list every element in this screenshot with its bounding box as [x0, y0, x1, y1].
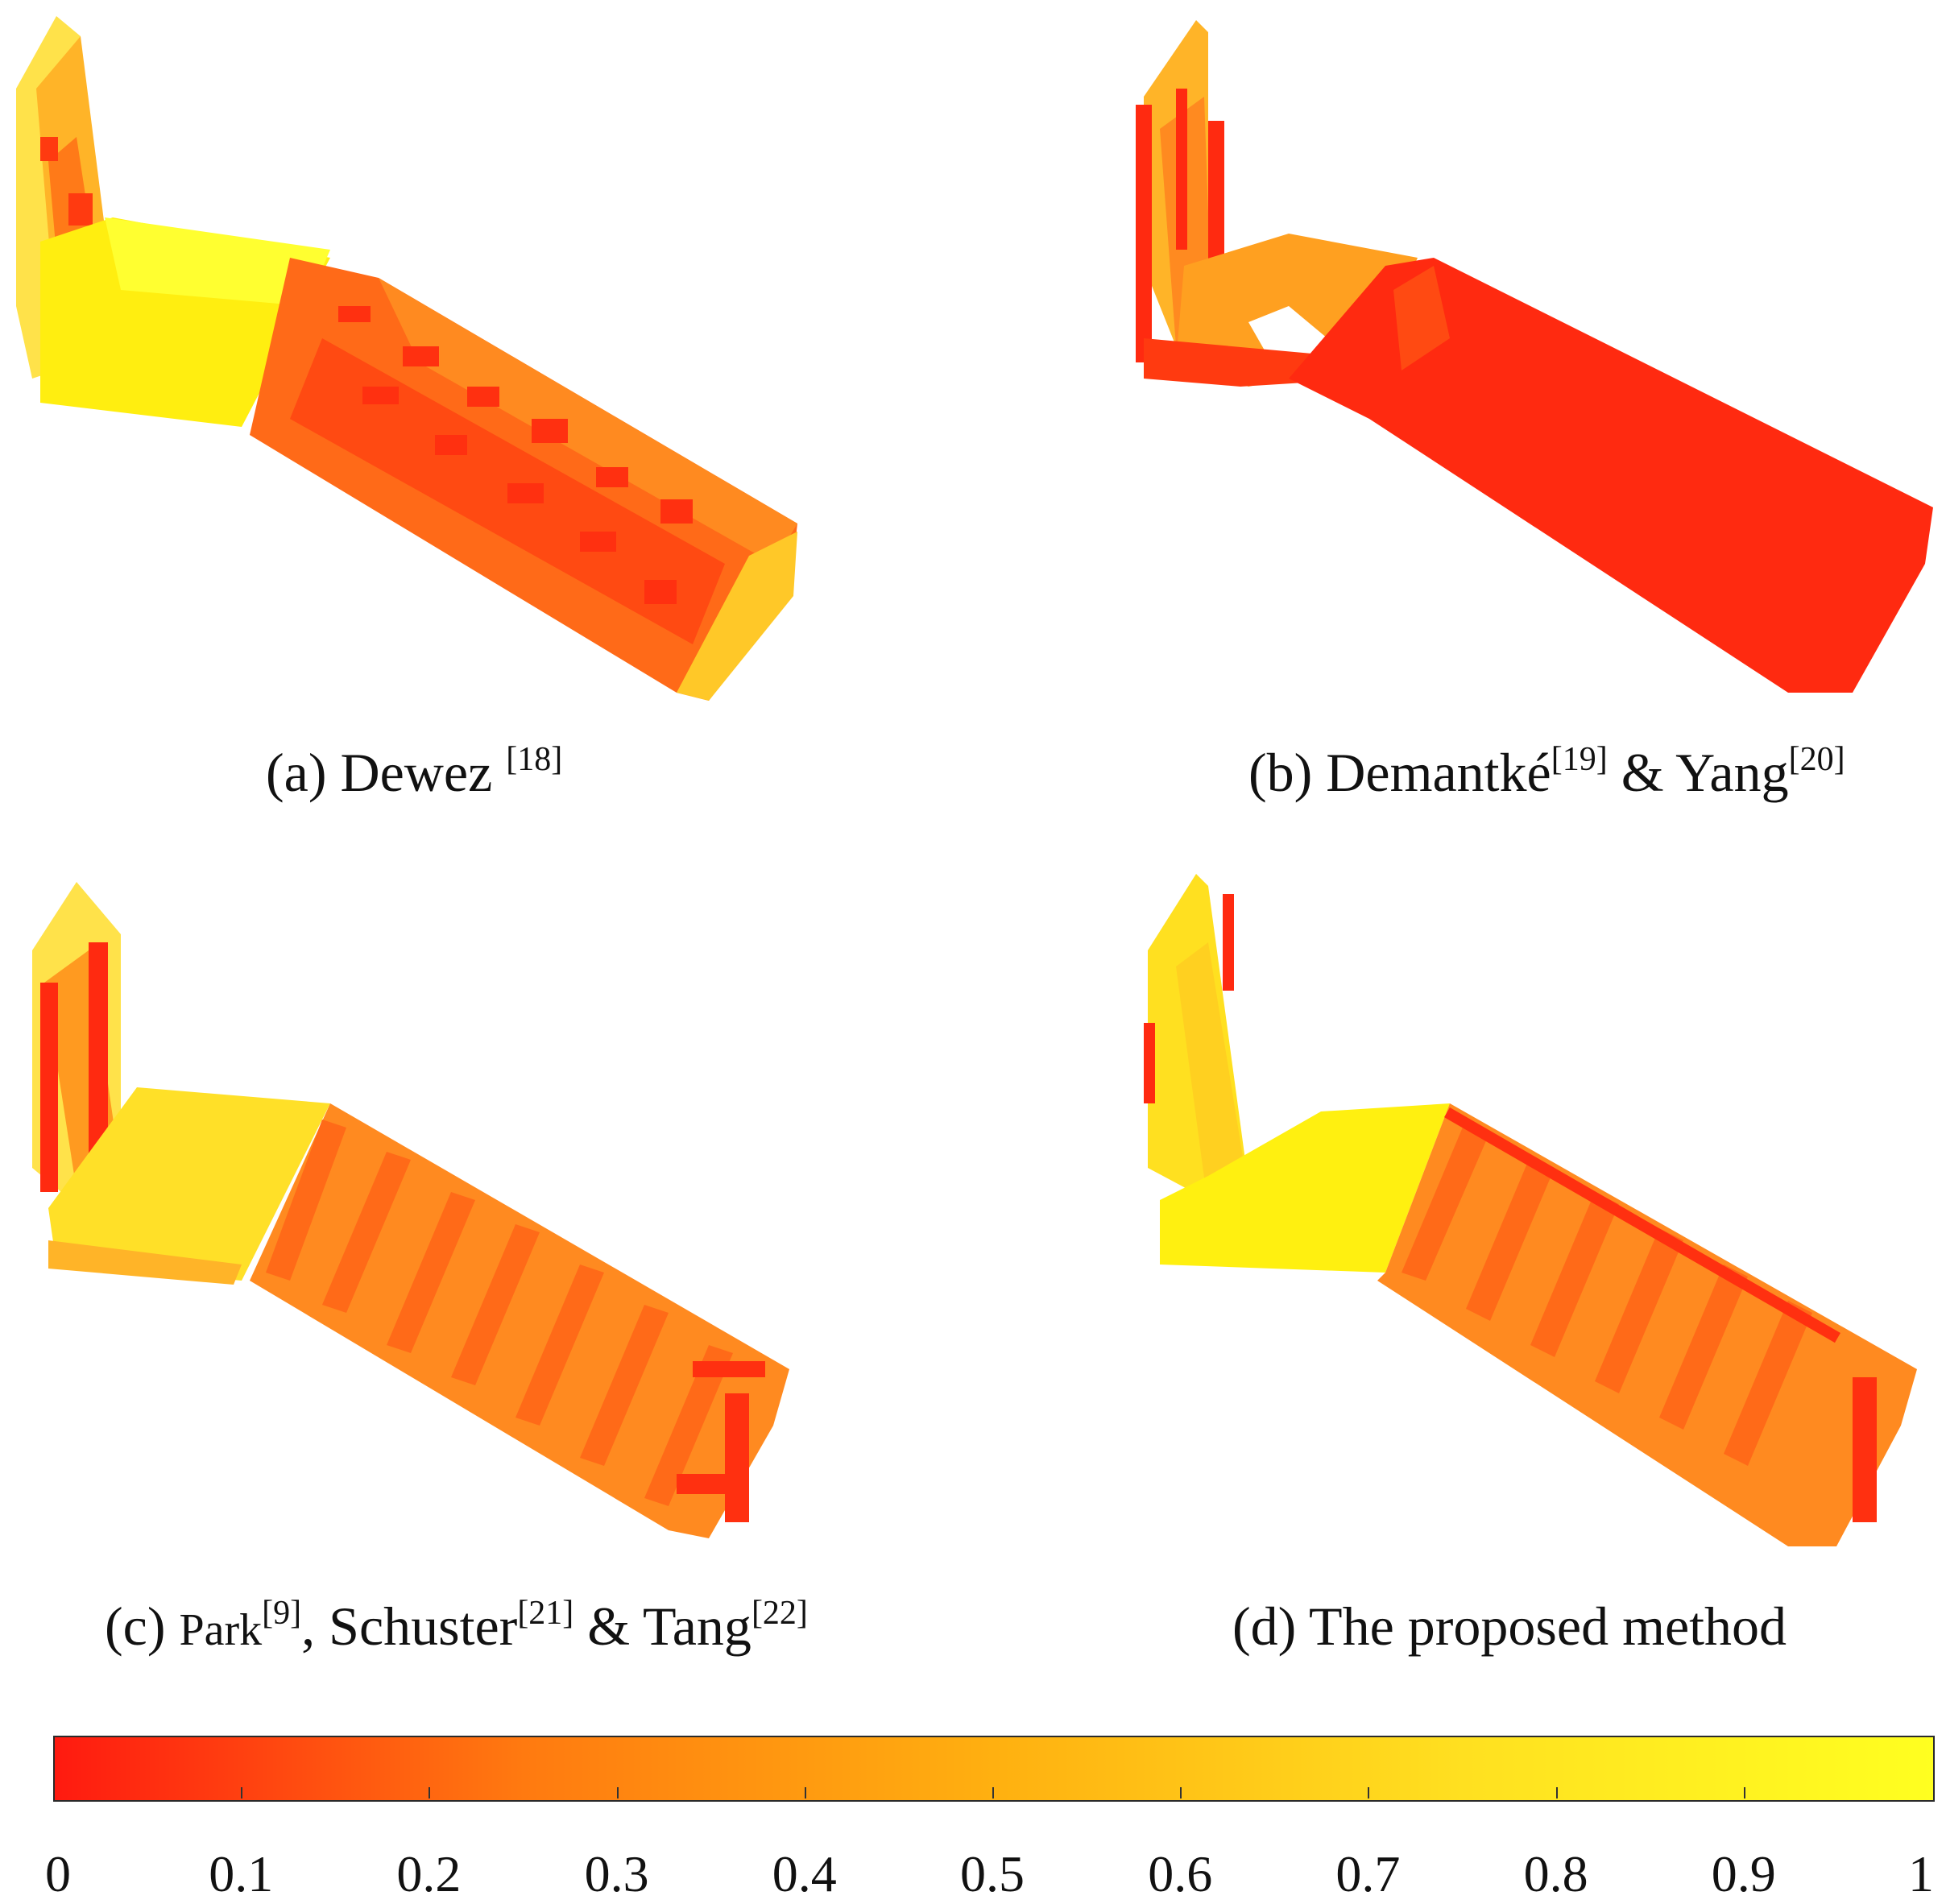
colorbar-tick-mark — [429, 1787, 431, 1798]
colorbar-tick-label: 1 — [1908, 1845, 1934, 1902]
colorbar-tick-label: 0.9 — [1711, 1845, 1776, 1902]
colorbar-tick-label: 0.1 — [209, 1845, 274, 1902]
colorbar-tick-label: 0.6 — [1148, 1845, 1213, 1902]
caption-c-author-2: , Schuster — [301, 1596, 518, 1657]
caption-c-author-3: & Tang — [573, 1596, 751, 1657]
colorbar-gradient — [53, 1736, 1935, 1802]
caption-b-author-1: Demantké — [1326, 742, 1551, 803]
point-cloud-c — [32, 882, 789, 1538]
colorbar-tick-mark — [992, 1787, 994, 1798]
caption-b-ref-2: [20] — [1788, 741, 1845, 778]
colorbar-tick-mark — [616, 1787, 619, 1798]
colorbar-tick-mark — [804, 1787, 806, 1798]
point-cloud-b — [1136, 20, 1933, 693]
colorbar-tick-mark — [1368, 1787, 1370, 1798]
colorbar-tick-label: 0.4 — [772, 1845, 837, 1902]
point-cloud-a — [16, 16, 797, 701]
caption-c-author-1: Park — [179, 1605, 263, 1655]
caption-c-ref-3: [22] — [751, 1595, 808, 1632]
caption-b-author-2: & Yang — [1607, 742, 1789, 803]
colorbar-tick-mark — [1743, 1787, 1745, 1798]
colorbar-tick-mark — [241, 1787, 243, 1798]
caption-d: (d) The proposed method — [1232, 1596, 1787, 1657]
caption-c-prefix: (c) — [105, 1596, 180, 1657]
panel-a — [0, 0, 805, 725]
colorbar-tick-label: 0.3 — [584, 1845, 649, 1902]
panel-d — [1128, 862, 1946, 1571]
caption-b: (b) Demantké[19] & Yang[20] — [1248, 742, 1845, 803]
colorbar-tick-mark — [1180, 1787, 1182, 1798]
colorbar — [53, 1736, 1935, 1802]
colorbar-tick-label: 0.7 — [1335, 1845, 1401, 1902]
colorbar-tick-label: 0.2 — [396, 1845, 462, 1902]
caption-c-ref-2: [21] — [517, 1595, 574, 1632]
caption-c: (c) Park[9], Schuster[21] & Tang[22] — [105, 1596, 808, 1657]
caption-b-prefix: (b) — [1248, 742, 1327, 803]
caption-a-ref: [18] — [506, 741, 563, 778]
caption-b-ref-1: [19] — [1551, 741, 1608, 778]
colorbar-tick-label: 0 — [45, 1845, 71, 1902]
panel-b — [1128, 0, 1946, 725]
caption-c-ref-1: [9] — [262, 1595, 302, 1632]
panel-c — [0, 862, 805, 1571]
caption-a-prefix: (a) — [266, 742, 341, 803]
colorbar-tick-label: 0.8 — [1523, 1845, 1588, 1902]
caption-a: (a) Dewez [18] — [266, 742, 562, 803]
caption-a-author: Dewez — [340, 742, 507, 803]
colorbar-tick-mark — [1555, 1787, 1558, 1798]
colorbar-tick-label: 0.5 — [960, 1845, 1025, 1902]
point-cloud-d — [1144, 874, 1917, 1546]
